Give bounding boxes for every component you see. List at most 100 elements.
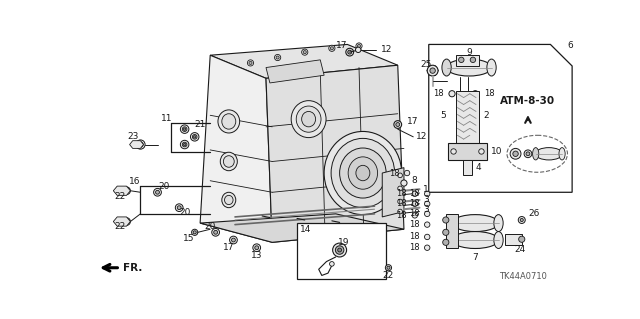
Ellipse shape [291, 101, 326, 137]
Circle shape [182, 127, 187, 131]
Circle shape [356, 43, 362, 49]
Text: 18: 18 [409, 199, 419, 208]
Circle shape [513, 151, 518, 157]
Circle shape [470, 57, 476, 63]
Polygon shape [129, 141, 143, 148]
Text: 18: 18 [396, 211, 407, 220]
Polygon shape [266, 65, 404, 242]
Text: 23: 23 [127, 132, 138, 141]
Circle shape [524, 150, 532, 158]
Text: 1: 1 [423, 185, 429, 194]
Bar [297, 223, 386, 278]
Ellipse shape [487, 59, 496, 76]
Text: 12: 12 [381, 45, 392, 54]
Circle shape [397, 209, 403, 214]
Circle shape [355, 47, 361, 53]
Circle shape [346, 48, 353, 56]
Text: 10: 10 [491, 147, 502, 156]
Text: 6: 6 [567, 41, 573, 50]
Circle shape [518, 217, 525, 224]
Circle shape [253, 244, 260, 252]
Circle shape [123, 218, 131, 226]
Ellipse shape [447, 215, 457, 232]
Ellipse shape [447, 59, 492, 76]
Circle shape [443, 217, 449, 223]
Text: 20: 20 [158, 182, 170, 191]
Text: 18: 18 [484, 89, 495, 98]
Circle shape [424, 201, 430, 206]
Text: 24: 24 [515, 245, 526, 254]
Circle shape [397, 199, 403, 204]
Text: 22: 22 [383, 271, 394, 280]
Polygon shape [210, 44, 397, 78]
Circle shape [348, 50, 351, 54]
Circle shape [396, 122, 400, 126]
Text: 26: 26 [528, 209, 540, 218]
Ellipse shape [494, 232, 503, 249]
Circle shape [175, 204, 183, 211]
Text: 18: 18 [409, 233, 419, 241]
Ellipse shape [452, 215, 499, 232]
Bar [505, 234, 522, 245]
Circle shape [177, 206, 181, 210]
Text: 3: 3 [423, 196, 429, 204]
Ellipse shape [324, 131, 402, 215]
Text: 11: 11 [161, 114, 173, 123]
Text: 18: 18 [396, 189, 407, 198]
Text: 2: 2 [483, 111, 488, 120]
Circle shape [335, 246, 344, 254]
Ellipse shape [301, 111, 316, 127]
Circle shape [387, 266, 390, 269]
Circle shape [443, 239, 449, 245]
Circle shape [397, 186, 403, 191]
Ellipse shape [296, 106, 321, 132]
Circle shape [428, 65, 438, 76]
Text: 8: 8 [412, 176, 417, 185]
Polygon shape [429, 44, 572, 192]
Circle shape [154, 189, 161, 196]
Circle shape [138, 142, 143, 147]
Text: 22: 22 [115, 192, 126, 201]
Circle shape [180, 140, 189, 149]
Circle shape [424, 191, 430, 197]
Ellipse shape [220, 152, 237, 171]
Circle shape [249, 61, 252, 64]
Text: 18: 18 [396, 199, 407, 208]
Circle shape [394, 121, 402, 128]
Bar [456, 91, 479, 143]
Circle shape [526, 152, 530, 156]
Circle shape [301, 49, 308, 55]
Circle shape [230, 236, 237, 244]
Circle shape [275, 55, 281, 61]
Text: 22: 22 [115, 222, 126, 231]
Circle shape [180, 125, 189, 133]
Text: 17: 17 [336, 41, 348, 50]
Circle shape [338, 248, 342, 252]
Text: 17: 17 [407, 117, 419, 126]
Text: FR.: FR. [124, 263, 143, 273]
Circle shape [443, 229, 449, 235]
Circle shape [303, 51, 307, 54]
Circle shape [330, 47, 333, 50]
Ellipse shape [340, 148, 386, 198]
Text: 17: 17 [223, 243, 234, 252]
Ellipse shape [452, 232, 499, 249]
Ellipse shape [222, 114, 236, 129]
Circle shape [330, 262, 334, 266]
Text: 18: 18 [409, 209, 419, 218]
Text: 18: 18 [409, 243, 419, 252]
Circle shape [125, 189, 129, 193]
Circle shape [329, 45, 335, 51]
Circle shape [333, 243, 347, 257]
Text: 18: 18 [409, 189, 419, 198]
Circle shape [191, 133, 199, 141]
Polygon shape [113, 217, 131, 226]
Text: 21: 21 [195, 120, 206, 129]
Circle shape [459, 57, 464, 63]
Circle shape [424, 234, 430, 240]
Circle shape [184, 128, 186, 130]
Circle shape [518, 236, 525, 242]
Circle shape [404, 170, 410, 176]
Circle shape [193, 135, 197, 139]
Ellipse shape [356, 165, 370, 181]
